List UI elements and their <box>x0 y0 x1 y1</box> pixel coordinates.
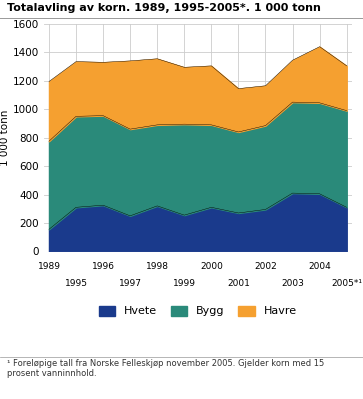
Text: 2000: 2000 <box>200 263 223 271</box>
Legend: Hvete, Bygg, Havre: Hvete, Bygg, Havre <box>94 301 301 321</box>
Y-axis label: 1 000 tonn: 1 000 tonn <box>0 109 10 166</box>
Text: ¹ Foreløpige tall fra Norske Felleskjøp november 2005. Gjelder korn med 15
prose: ¹ Foreløpige tall fra Norske Felleskjøp … <box>7 359 325 379</box>
Text: 2004: 2004 <box>308 263 331 271</box>
Text: 2002: 2002 <box>254 263 277 271</box>
Text: 1998: 1998 <box>146 263 169 271</box>
Text: 2001: 2001 <box>227 279 250 288</box>
Text: 2003: 2003 <box>281 279 304 288</box>
Text: 2005*¹: 2005*¹ <box>331 279 362 288</box>
Text: 1999: 1999 <box>173 279 196 288</box>
Text: 1995: 1995 <box>65 279 87 288</box>
Text: 1989: 1989 <box>37 263 61 271</box>
Text: 1997: 1997 <box>119 279 142 288</box>
Text: Totalavling av korn. 1989, 1995-2005*. 1 000 tonn: Totalavling av korn. 1989, 1995-2005*. 1… <box>7 3 321 13</box>
Text: 1996: 1996 <box>91 263 115 271</box>
